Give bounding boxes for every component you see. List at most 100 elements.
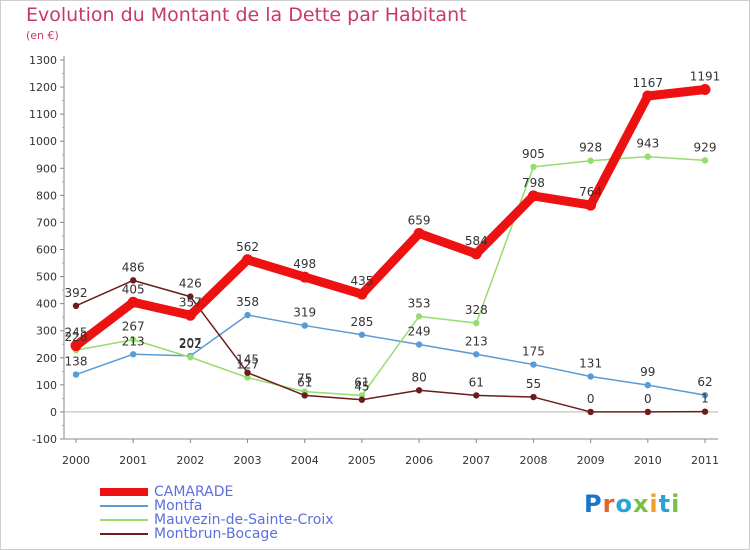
data-point (358, 331, 366, 338)
data-label: 0 (644, 392, 652, 406)
y-tick-label: 100 (36, 379, 57, 392)
data-point (187, 354, 194, 361)
data-label: 207 (179, 336, 202, 350)
data-point (129, 336, 137, 343)
data-point (530, 361, 537, 368)
legend-swatch (100, 505, 148, 507)
data-label: 358 (236, 295, 259, 309)
data-point (473, 351, 480, 358)
data-point (356, 288, 368, 300)
data-point (644, 381, 652, 389)
x-tick-label: 2001 (119, 454, 147, 467)
series-line-Montbrun-Bocage (75, 279, 706, 413)
data-point (699, 84, 711, 96)
data-label: 764 (579, 185, 602, 199)
data-point (187, 293, 194, 300)
data-point (473, 392, 480, 399)
data-label: 55 (526, 377, 541, 391)
data-point (415, 387, 423, 394)
chart-title: Evolution du Montant de la Dette par Hab… (26, 4, 467, 26)
proxiti-logo: Proxiti (584, 490, 681, 518)
data-label: 943 (636, 137, 659, 151)
data-label: 435 (350, 274, 373, 288)
x-tick-label: 2008 (519, 454, 547, 467)
y-tick-label: 200 (36, 352, 57, 365)
data-point (644, 153, 652, 160)
y-tick-label: 1100 (29, 108, 57, 121)
data-label: 61 (354, 375, 369, 389)
data-point (72, 302, 80, 310)
y-tick-label: 700 (36, 216, 57, 229)
y-tick-label: 1200 (29, 81, 57, 94)
data-label: 486 (122, 260, 145, 274)
data-point (415, 313, 423, 320)
data-point (129, 277, 137, 284)
x-tick-label: 2011 (691, 454, 719, 467)
data-point (301, 322, 308, 329)
legend-item: Mauvezin-de-Sainte-Croix (100, 512, 334, 528)
data-point (470, 248, 482, 260)
data-point (530, 393, 537, 401)
data-point (244, 374, 251, 381)
x-tick-label: 2006 (405, 454, 433, 467)
data-label: 1 (701, 392, 709, 406)
data-point (527, 190, 539, 202)
x-tick-label: 2009 (577, 454, 605, 467)
data-point (299, 271, 311, 283)
data-label: 584 (465, 234, 488, 248)
data-label: 202 (179, 337, 202, 351)
legend-label: CAMARADE (154, 484, 234, 500)
series-line-CAMARADE (71, 85, 710, 351)
data-label: 61 (297, 375, 312, 389)
data-label: 928 (579, 141, 602, 155)
data-point (242, 254, 254, 266)
data-label: 405 (122, 282, 145, 296)
data-point (644, 408, 652, 416)
data-point (301, 392, 308, 399)
data-point (184, 309, 196, 321)
data-point (129, 351, 137, 358)
data-point (587, 373, 594, 380)
data-point (415, 341, 423, 348)
data-label: 228 (65, 330, 88, 344)
series-line-Montfa (75, 314, 706, 396)
x-tick-label: 2010 (634, 454, 662, 467)
data-point (244, 369, 251, 376)
legend-swatch (100, 488, 148, 496)
y-tick-label: 800 (36, 189, 57, 202)
data-label: 127 (236, 358, 259, 372)
data-label: 175 (522, 345, 545, 359)
x-tick-label: 2004 (291, 454, 319, 467)
y-tick-label: 300 (36, 325, 57, 338)
data-label: 929 (694, 140, 717, 154)
data-label: 245 (65, 326, 88, 340)
data-label: 145 (236, 353, 259, 367)
data-point (587, 157, 594, 164)
data-point (127, 296, 139, 308)
data-label: 213 (122, 334, 145, 348)
data-label: 267 (122, 320, 145, 334)
data-label: 1191 (690, 70, 721, 84)
legend-label: Mauvezin-de-Sainte-Croix (154, 512, 334, 528)
y-tick-label: 1000 (29, 135, 57, 148)
legend-swatch (100, 533, 148, 535)
series-line-Mauvezin-de-Sainte-Croix (75, 155, 706, 397)
data-label: 285 (350, 315, 373, 329)
chart-subtitle: (en €) (26, 29, 59, 42)
data-label: 138 (65, 355, 88, 369)
data-label: 798 (522, 176, 545, 190)
y-tick-label: 600 (36, 244, 57, 257)
y-tick-label: 1300 (29, 54, 57, 67)
data-point (72, 371, 80, 378)
data-point (244, 311, 251, 319)
data-point (701, 391, 709, 399)
y-tick-label: 500 (36, 271, 57, 284)
data-label: 1167 (633, 76, 664, 90)
data-label: 131 (579, 356, 602, 370)
x-tick-label: 2002 (176, 454, 204, 467)
x-tick-label: 2005 (348, 454, 376, 467)
x-tick-label: 2003 (234, 454, 262, 467)
legend-item: Montfa (100, 498, 203, 514)
data-label: 659 (408, 214, 431, 228)
